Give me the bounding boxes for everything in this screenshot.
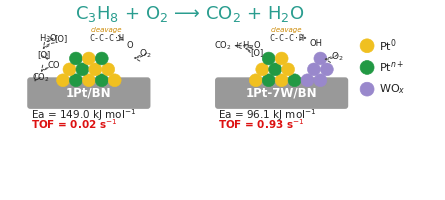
Circle shape	[360, 82, 374, 96]
Circle shape	[95, 74, 108, 87]
Circle shape	[89, 63, 102, 76]
Text: CO$_2$ + H$_2$O: CO$_2$ + H$_2$O	[214, 40, 261, 52]
Circle shape	[269, 63, 282, 76]
Circle shape	[262, 52, 275, 65]
Text: CO$_2$: CO$_2$	[32, 71, 50, 84]
Circle shape	[320, 63, 333, 76]
Text: C$_3$H$_8$ + O$_2$ ⟶ CO$_2$ + H$_2$O: C$_3$H$_8$ + O$_2$ ⟶ CO$_2$ + H$_2$O	[76, 4, 305, 24]
Text: TOF = 0.02 s$^{-1}$: TOF = 0.02 s$^{-1}$	[31, 117, 117, 131]
Text: 1Pt-7W/BN: 1Pt-7W/BN	[246, 87, 317, 100]
Circle shape	[314, 52, 327, 65]
Text: Pt$^{n+}$: Pt$^{n+}$	[379, 60, 404, 75]
Circle shape	[307, 63, 320, 76]
Circle shape	[82, 74, 95, 87]
Circle shape	[57, 74, 69, 87]
Circle shape	[82, 52, 95, 65]
Circle shape	[262, 74, 275, 87]
Text: H$_2$O: H$_2$O	[39, 33, 58, 45]
Text: CO: CO	[47, 61, 60, 70]
Text: O$_2$: O$_2$	[332, 51, 344, 63]
Text: WO$_x$: WO$_x$	[379, 82, 405, 96]
Text: TOF = 0.93 s$^{-1}$: TOF = 0.93 s$^{-1}$	[218, 117, 304, 131]
Circle shape	[102, 63, 115, 76]
Text: cleavage: cleavage	[91, 27, 122, 33]
Text: Pt$^0$: Pt$^0$	[379, 37, 396, 54]
Circle shape	[360, 39, 374, 53]
Circle shape	[95, 52, 108, 65]
Text: O: O	[126, 41, 133, 50]
Text: OH: OH	[309, 39, 323, 48]
FancyBboxPatch shape	[27, 77, 150, 109]
Text: cleavage: cleavage	[271, 27, 302, 33]
Circle shape	[76, 63, 89, 76]
Circle shape	[108, 74, 121, 87]
Circle shape	[63, 63, 76, 76]
Text: [O]: [O]	[250, 48, 263, 57]
Text: O$_2$: O$_2$	[138, 48, 151, 60]
FancyBboxPatch shape	[215, 77, 348, 109]
Circle shape	[69, 74, 82, 87]
Circle shape	[288, 74, 301, 87]
Circle shape	[256, 63, 269, 76]
Circle shape	[301, 74, 314, 87]
Text: C-C-C·H: C-C-C·H	[269, 34, 304, 43]
Text: Ea = 149.0 kJ mol$^{-1}$: Ea = 149.0 kJ mol$^{-1}$	[31, 107, 136, 123]
Text: [O]: [O]	[37, 50, 50, 59]
Circle shape	[282, 63, 295, 76]
Circle shape	[275, 52, 288, 65]
Circle shape	[314, 74, 327, 87]
Circle shape	[275, 74, 288, 87]
Text: 1Pt/BN: 1Pt/BN	[66, 87, 112, 100]
Circle shape	[69, 52, 82, 65]
Text: Ea = 96.1 kJ mol$^{-1}$: Ea = 96.1 kJ mol$^{-1}$	[218, 107, 316, 123]
Text: C-C-C·H: C-C-C·H	[89, 34, 124, 43]
Circle shape	[360, 61, 374, 74]
Text: [O]: [O]	[54, 34, 67, 43]
Circle shape	[249, 74, 262, 87]
